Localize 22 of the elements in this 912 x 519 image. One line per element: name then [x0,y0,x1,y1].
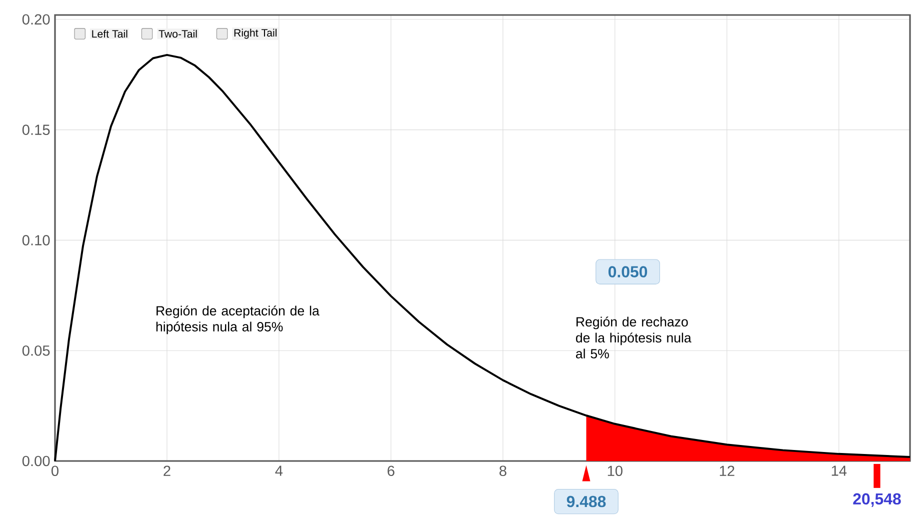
y-tick-label: 0.00 [22,456,50,466]
annotation: 20,548 [853,493,901,507]
annotation: Left Tail [92,30,128,38]
y-tick-label: 0.20 [22,14,50,25]
annotation: 0.050 [608,266,648,278]
x-tick-label: 12 [720,466,734,476]
annotation: Right Tail [234,28,277,39]
y-tick-label: 0.05 [22,345,50,356]
x-tick-label: 2 [164,466,170,476]
line-series [54,54,912,462]
annotation: Two-Tail [158,30,197,38]
annotation: Región de aceptación de la hipótesis nula al 95% [156,306,320,334]
annotation: 9.488 [566,496,606,508]
x-tick-label: 6 [388,466,394,476]
y-tick-label: 0.10 [22,235,50,246]
annotation: Región de rechazo de la hipótesis nula al 5% [576,316,692,358]
x-tick-label: 0 [52,466,58,476]
y-tick-label: 0.15 [22,124,50,135]
x-tick-label: 8 [500,466,506,476]
x-tick-label: 4 [275,466,283,476]
x-tick-label: 10 [608,466,622,476]
x-tick-label: 14 [832,466,847,476]
